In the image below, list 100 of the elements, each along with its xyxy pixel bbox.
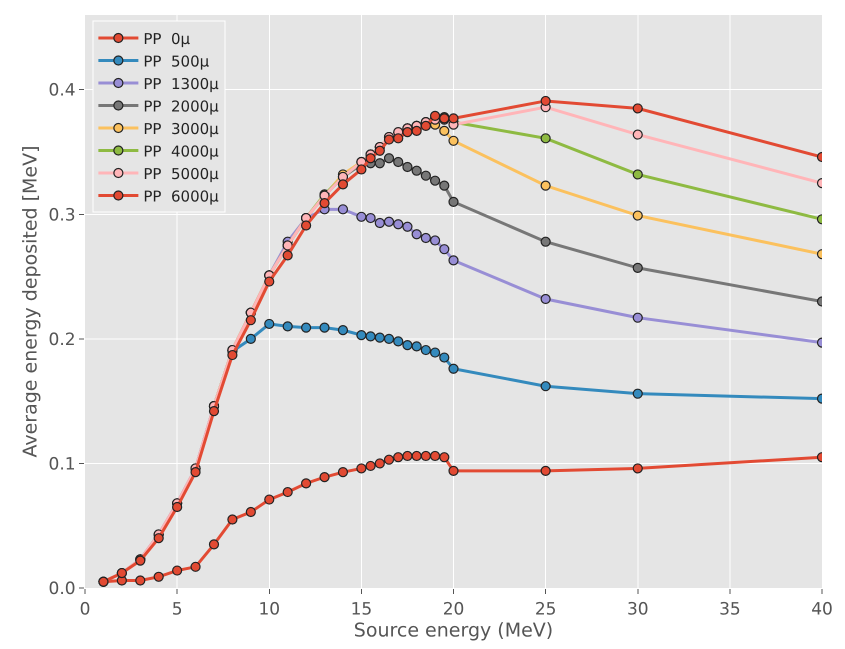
y-tick-label: 0.3 (48, 205, 76, 226)
legend-label: PP 6000μ (143, 187, 220, 206)
point (264, 318, 274, 330)
point (190, 467, 201, 478)
point (439, 352, 450, 363)
point (412, 341, 422, 352)
point (374, 146, 385, 156)
point (540, 294, 551, 304)
x-tick-label: 40 (811, 599, 833, 620)
point (384, 454, 394, 465)
point (632, 103, 643, 114)
point (208, 539, 220, 550)
y-tick-label: 0.2 (48, 330, 76, 350)
point (402, 162, 413, 172)
x-tick-label: 35 (719, 599, 741, 620)
point (227, 514, 238, 525)
point (632, 312, 643, 323)
point (448, 364, 459, 374)
point (384, 216, 394, 227)
point (384, 334, 394, 344)
legend-label: PP 4000μ (143, 142, 220, 160)
point (420, 450, 431, 462)
point (384, 153, 394, 164)
point (402, 450, 413, 462)
point (282, 250, 293, 261)
point (393, 133, 404, 144)
point (448, 255, 459, 266)
x-tick-label: 20 (442, 599, 464, 620)
point (439, 180, 450, 191)
point (301, 220, 312, 231)
y-tick-label: 0.4 (48, 80, 76, 101)
legend-label: PP 3000μ (143, 120, 220, 138)
point (365, 212, 376, 224)
point (338, 204, 348, 214)
point (540, 133, 551, 144)
point (301, 478, 312, 488)
point (393, 156, 404, 168)
legend-label: PP 5000μ (143, 164, 220, 183)
point (448, 113, 459, 124)
point (632, 210, 643, 221)
point (430, 235, 440, 246)
point (448, 136, 459, 146)
point (356, 330, 366, 340)
point (374, 218, 385, 228)
legend-label: PP 0μ (143, 30, 191, 48)
point (384, 134, 394, 145)
point (365, 153, 376, 164)
point (172, 502, 182, 512)
point (430, 176, 440, 186)
point (402, 340, 413, 350)
x-axis-title: Source energy (MeV) (354, 619, 554, 642)
point (301, 322, 312, 333)
point (264, 494, 274, 505)
y-tick-label: 0.1 (48, 454, 76, 474)
point (439, 452, 450, 462)
point (338, 467, 348, 478)
point (632, 129, 643, 140)
x-tick-label: 0 (80, 599, 90, 620)
point (448, 466, 459, 476)
point (393, 452, 404, 462)
point (319, 198, 330, 208)
point (208, 406, 220, 416)
point (540, 96, 551, 106)
point (430, 347, 440, 358)
point (632, 463, 643, 474)
point (264, 276, 274, 287)
point (402, 222, 413, 232)
point (282, 486, 293, 498)
point (154, 572, 164, 582)
point (246, 506, 256, 518)
point (374, 158, 385, 168)
point (338, 179, 348, 190)
point (420, 170, 431, 181)
point (448, 196, 459, 207)
point (632, 262, 643, 273)
point (282, 321, 293, 332)
point (412, 166, 422, 176)
point (439, 126, 450, 136)
point (246, 315, 256, 326)
point (135, 575, 146, 586)
x-tick-label: 10 (258, 599, 280, 620)
point (540, 466, 551, 476)
point (393, 336, 404, 346)
point (420, 120, 431, 131)
x-tick-label: 15 (350, 599, 372, 620)
y-tick-label: 0.0 (48, 578, 76, 599)
x-tick-label: 25 (534, 599, 556, 620)
legend-label: PP 500μ (143, 52, 210, 70)
point (412, 229, 422, 240)
point (338, 325, 348, 336)
x-tick-label: 30 (626, 599, 649, 620)
point (227, 350, 238, 360)
point (319, 322, 330, 333)
point (374, 332, 385, 343)
point (190, 562, 201, 572)
point (356, 164, 366, 175)
point (412, 450, 422, 462)
point (632, 169, 643, 180)
point (540, 381, 551, 392)
point (420, 344, 431, 356)
